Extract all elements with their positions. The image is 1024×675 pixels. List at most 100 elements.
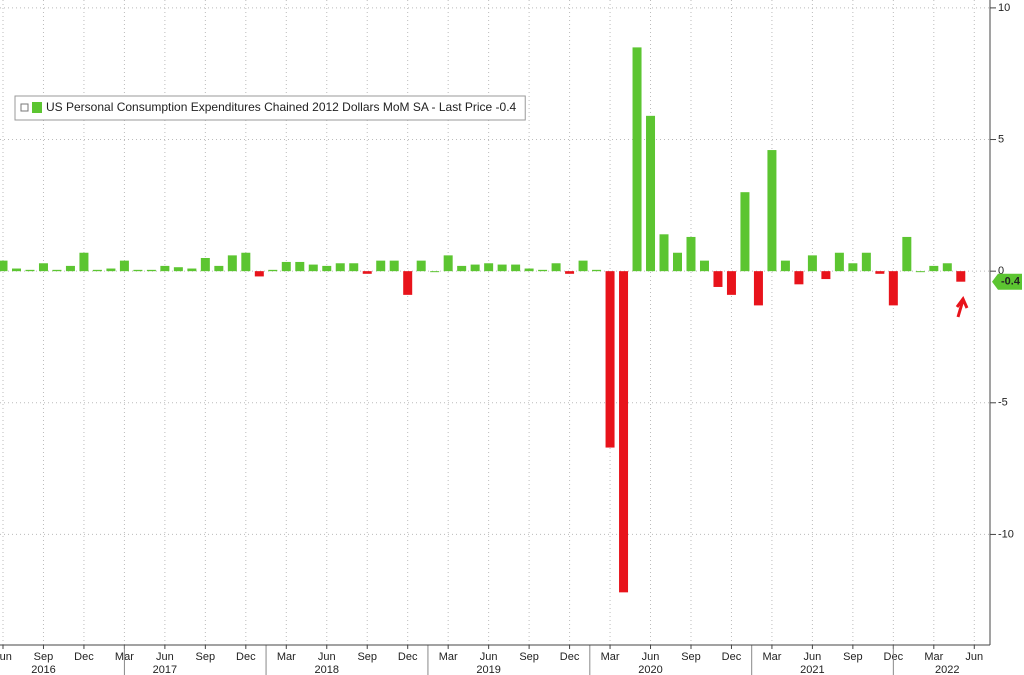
- bar: [349, 263, 359, 272]
- bar: [902, 236, 912, 272]
- bar: [538, 269, 548, 272]
- year-label: 2016: [31, 664, 55, 675]
- bar: [362, 271, 372, 274]
- bar: [565, 271, 575, 274]
- bar: [241, 252, 251, 272]
- bar: [470, 264, 480, 272]
- bar: [726, 271, 736, 295]
- x-tick-label: Jun: [480, 651, 498, 663]
- x-tick-label: Dec: [722, 651, 742, 663]
- x-tick-label: Mar: [277, 651, 296, 663]
- bar: [133, 269, 143, 272]
- y-tick-label: -5: [998, 397, 1008, 409]
- bar: [268, 269, 278, 272]
- bar: [807, 255, 817, 272]
- y-tick-label: 0: [998, 265, 1004, 277]
- legend-toggle: [20, 103, 29, 112]
- bar: [821, 271, 831, 280]
- x-tick-label: Sep: [519, 651, 539, 663]
- bar: [25, 269, 35, 272]
- year-label: 2019: [476, 664, 500, 675]
- bar: [430, 271, 440, 273]
- x-tick-label: Jun: [0, 651, 12, 663]
- bar: [79, 252, 89, 272]
- bar: [686, 236, 696, 272]
- bar: [38, 263, 48, 272]
- legend-swatch: [32, 102, 42, 113]
- bar: [484, 263, 494, 272]
- y-tick-label: -10: [998, 528, 1014, 540]
- bar: [65, 265, 75, 272]
- bar: [281, 261, 291, 272]
- bar: [254, 271, 264, 277]
- bar: [322, 265, 332, 272]
- bar: [673, 252, 682, 272]
- legend-label: US Personal Consumption Expenditures Cha…: [46, 100, 517, 114]
- last-price-label: -0.4: [1001, 276, 1021, 288]
- bar: [699, 260, 709, 272]
- bar: [160, 265, 170, 272]
- bar: [713, 271, 723, 287]
- bar: [0, 260, 8, 272]
- bar: [646, 115, 656, 272]
- legend: US Personal Consumption Expenditures Cha…: [14, 95, 526, 121]
- bar: [119, 260, 129, 272]
- bar: [578, 260, 588, 272]
- x-tick-label: Dec: [74, 651, 94, 663]
- bar: [592, 269, 602, 272]
- bar: [780, 260, 790, 272]
- bar: [956, 271, 966, 282]
- bar: [52, 269, 62, 272]
- bar: [551, 263, 561, 272]
- bar: [497, 264, 507, 272]
- x-tick-label: Jun: [965, 651, 983, 663]
- bar: [308, 264, 318, 272]
- bar: [376, 260, 386, 272]
- year-label: 2017: [153, 664, 177, 675]
- x-tick-label: Jun: [804, 651, 822, 663]
- x-tick-label: Jun: [156, 651, 174, 663]
- bar: [767, 150, 777, 272]
- bar: [200, 258, 210, 272]
- bar: [834, 252, 844, 272]
- bar: [929, 265, 939, 272]
- bar: [848, 263, 858, 272]
- bar: [740, 192, 750, 272]
- bar: [524, 268, 534, 272]
- bar: [915, 271, 925, 273]
- bar: [106, 268, 116, 272]
- bar: [753, 271, 763, 306]
- x-tick-label: Jun: [642, 651, 660, 663]
- x-tick-label: Sep: [196, 651, 216, 663]
- year-label: 2018: [315, 664, 339, 675]
- bar: [443, 255, 453, 272]
- x-tick-label: Sep: [681, 651, 701, 663]
- bar: [888, 271, 898, 306]
- bar: [416, 260, 426, 272]
- bar: [875, 271, 885, 274]
- x-tick-label: Mar: [439, 651, 458, 663]
- x-tick-label: Dec: [560, 651, 580, 663]
- bar: [335, 263, 345, 272]
- bar: [389, 260, 399, 272]
- bar: [295, 261, 305, 272]
- arrow-annotation: [955, 296, 969, 318]
- year-label: 2022: [935, 664, 959, 675]
- bar: [659, 234, 669, 272]
- bar: [227, 255, 237, 272]
- bar: [146, 269, 156, 272]
- bar: [632, 47, 642, 272]
- x-tick-label: Jun: [318, 651, 336, 663]
- bar: [794, 271, 804, 285]
- x-tick-label: Mar: [762, 651, 781, 663]
- bar: [942, 263, 952, 272]
- bar: [605, 271, 615, 448]
- year-label: 2021: [800, 664, 824, 675]
- x-tick-label: Dec: [398, 651, 418, 663]
- bar: [11, 268, 21, 272]
- x-tick-label: Sep: [843, 651, 863, 663]
- x-tick-label: Mar: [924, 651, 943, 663]
- bar: [511, 264, 521, 272]
- x-tick-label: Sep: [357, 651, 377, 663]
